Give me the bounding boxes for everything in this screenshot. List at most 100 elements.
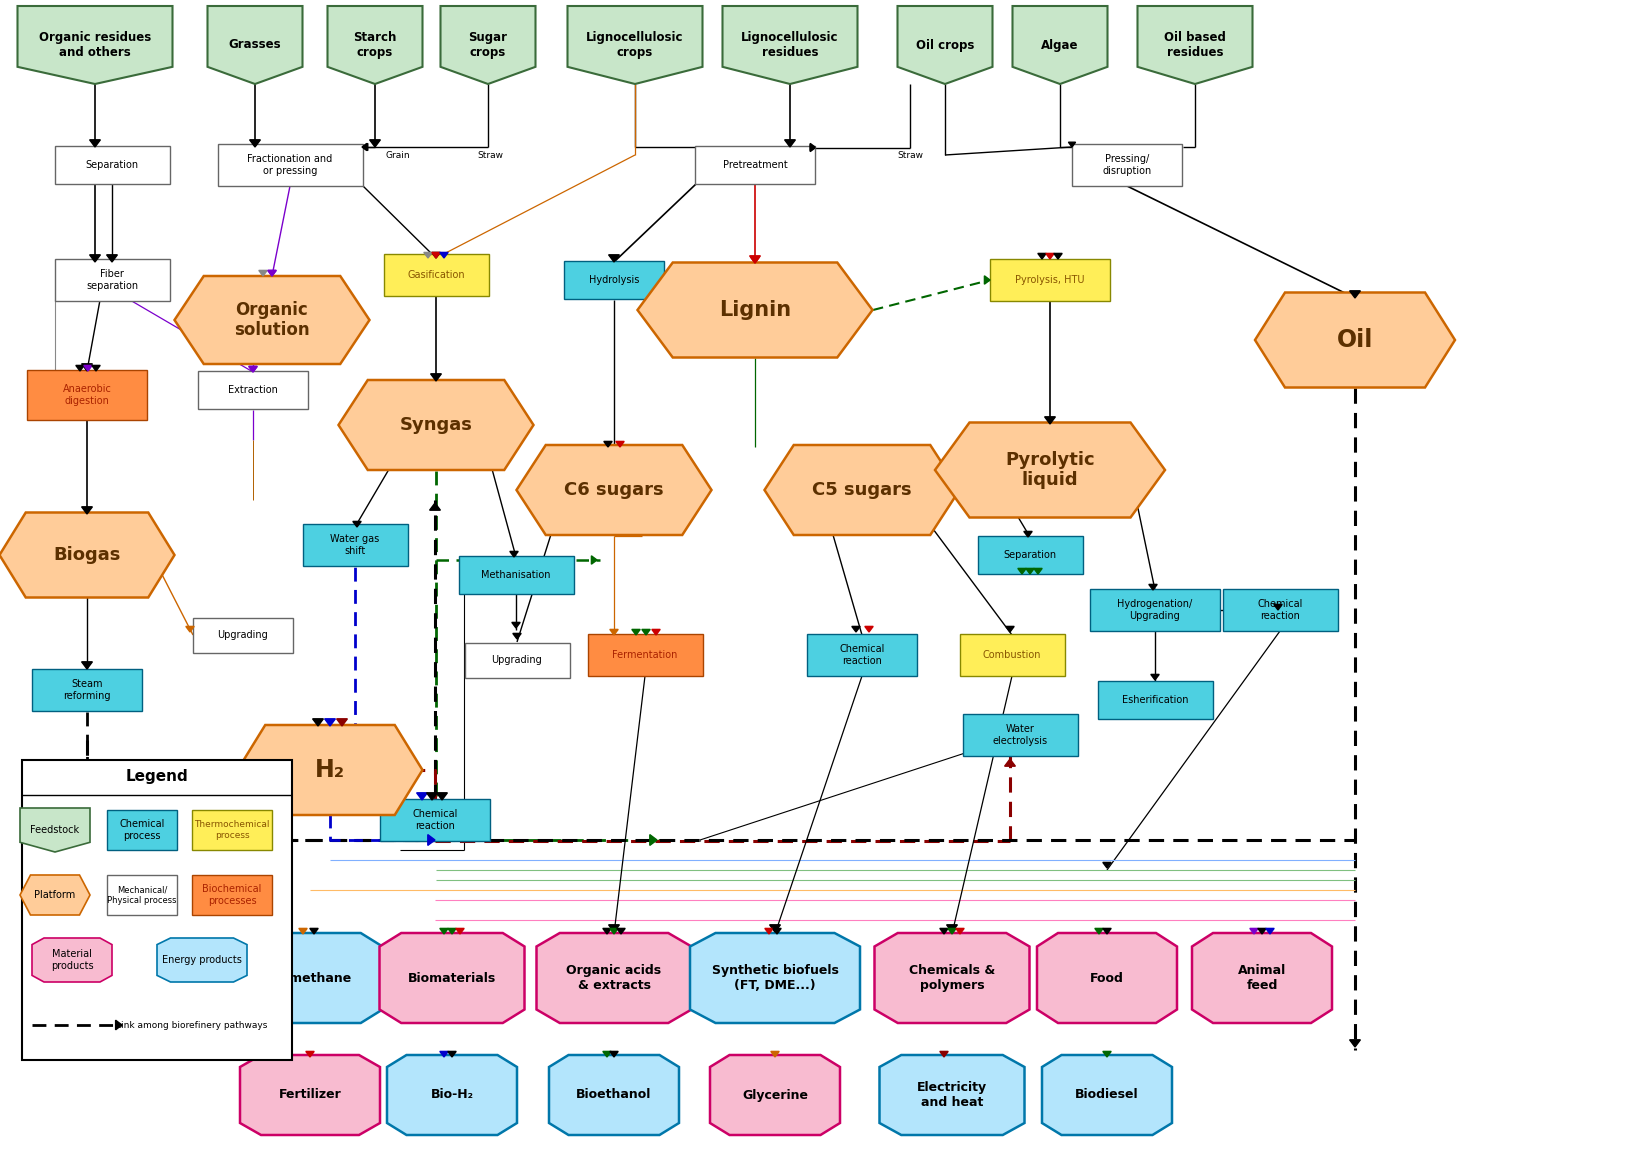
Polygon shape	[1023, 532, 1031, 537]
Polygon shape	[1069, 142, 1075, 146]
Text: Grasses: Grasses	[228, 38, 281, 52]
Polygon shape	[1036, 933, 1177, 1023]
Polygon shape	[207, 6, 302, 84]
Polygon shape	[785, 140, 795, 146]
Polygon shape	[75, 366, 85, 371]
Polygon shape	[880, 1055, 1025, 1135]
FancyBboxPatch shape	[380, 799, 490, 841]
Polygon shape	[809, 143, 814, 151]
Polygon shape	[509, 551, 519, 557]
Polygon shape	[1018, 568, 1027, 574]
Text: Pyrolysis, HTU: Pyrolysis, HTU	[1015, 276, 1085, 285]
Polygon shape	[1266, 928, 1275, 934]
Text: Platform: Platform	[34, 890, 75, 900]
Text: C5 sugars: C5 sugars	[813, 481, 912, 499]
Polygon shape	[723, 6, 857, 84]
Polygon shape	[548, 1055, 679, 1135]
Polygon shape	[1151, 675, 1159, 680]
Polygon shape	[162, 764, 168, 776]
Polygon shape	[1005, 626, 1013, 632]
FancyBboxPatch shape	[806, 634, 917, 676]
Polygon shape	[765, 928, 774, 934]
Text: Sugar
crops: Sugar crops	[468, 31, 508, 59]
Polygon shape	[455, 928, 463, 934]
Polygon shape	[369, 140, 380, 146]
Text: Biomaterials: Biomaterials	[408, 972, 496, 985]
Polygon shape	[157, 939, 246, 982]
Polygon shape	[512, 633, 521, 639]
Text: Biogas: Biogas	[54, 547, 121, 564]
Polygon shape	[82, 507, 93, 514]
Polygon shape	[650, 835, 658, 845]
Polygon shape	[424, 253, 432, 258]
Polygon shape	[429, 503, 441, 510]
FancyBboxPatch shape	[384, 254, 488, 296]
Polygon shape	[240, 764, 246, 776]
Polygon shape	[651, 630, 661, 635]
Text: Chemical
reaction: Chemical reaction	[839, 645, 885, 665]
Text: Water gas
shift: Water gas shift	[330, 534, 380, 556]
FancyBboxPatch shape	[1090, 589, 1221, 631]
FancyBboxPatch shape	[991, 259, 1110, 301]
FancyBboxPatch shape	[54, 146, 170, 184]
Text: Chemical
reaction: Chemical reaction	[413, 809, 457, 831]
Polygon shape	[305, 1052, 315, 1057]
Polygon shape	[764, 445, 960, 535]
Polygon shape	[602, 928, 612, 934]
Polygon shape	[638, 263, 873, 357]
Polygon shape	[437, 793, 447, 800]
Polygon shape	[615, 442, 623, 447]
Text: Upgrading: Upgrading	[217, 630, 268, 640]
Polygon shape	[33, 939, 113, 982]
Polygon shape	[1350, 1040, 1361, 1047]
Text: Gasification: Gasification	[408, 270, 465, 280]
Polygon shape	[617, 928, 625, 934]
Polygon shape	[441, 6, 535, 84]
Polygon shape	[259, 271, 268, 276]
FancyBboxPatch shape	[1222, 589, 1338, 631]
FancyBboxPatch shape	[960, 634, 1064, 676]
Polygon shape	[362, 143, 367, 151]
Polygon shape	[641, 630, 650, 635]
Polygon shape	[90, 255, 101, 262]
Polygon shape	[432, 253, 441, 258]
Text: Energy products: Energy products	[162, 955, 242, 965]
Polygon shape	[0, 512, 175, 597]
Polygon shape	[940, 928, 948, 934]
Text: Straw: Straw	[898, 151, 924, 159]
Polygon shape	[431, 374, 441, 380]
Text: Food: Food	[1090, 972, 1124, 985]
Text: Pyrolytic
liquid: Pyrolytic liquid	[1005, 451, 1095, 489]
Text: Lignocellulosic
residues: Lignocellulosic residues	[741, 31, 839, 59]
Text: Fermentation: Fermentation	[612, 650, 677, 660]
Polygon shape	[1103, 862, 1111, 868]
Polygon shape	[240, 1055, 380, 1135]
Polygon shape	[1138, 6, 1252, 84]
Polygon shape	[336, 718, 348, 726]
Polygon shape	[690, 933, 860, 1023]
Polygon shape	[852, 626, 860, 632]
Polygon shape	[865, 626, 873, 632]
Polygon shape	[416, 793, 428, 800]
Polygon shape	[82, 364, 93, 371]
FancyBboxPatch shape	[54, 259, 170, 301]
Text: Feedstock: Feedstock	[31, 826, 80, 835]
Text: Legend: Legend	[126, 769, 188, 784]
Polygon shape	[268, 271, 276, 276]
Polygon shape	[1350, 291, 1361, 297]
Polygon shape	[238, 933, 382, 1023]
Polygon shape	[240, 764, 246, 776]
Polygon shape	[602, 1052, 612, 1057]
Polygon shape	[1191, 933, 1332, 1023]
Polygon shape	[591, 556, 597, 564]
Polygon shape	[90, 140, 101, 146]
Text: Organic residues
and others: Organic residues and others	[39, 31, 152, 59]
Polygon shape	[20, 808, 90, 852]
Text: Combustion: Combustion	[982, 650, 1041, 660]
Text: Esherification: Esherification	[1121, 695, 1188, 704]
Polygon shape	[91, 366, 100, 371]
Polygon shape	[238, 725, 423, 815]
Polygon shape	[632, 630, 640, 635]
Text: Fractionation and
or pressing: Fractionation and or pressing	[248, 155, 333, 175]
Text: Algae: Algae	[1041, 38, 1079, 52]
